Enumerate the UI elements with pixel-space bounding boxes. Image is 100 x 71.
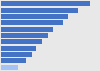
Bar (1, 33, 48, 38)
Bar (1, 65, 18, 70)
Bar (1, 46, 36, 51)
Bar (1, 52, 32, 57)
Bar (1, 20, 63, 25)
Bar (1, 1, 90, 6)
Bar (1, 27, 53, 32)
Bar (1, 14, 68, 19)
Bar (1, 39, 42, 44)
Bar (1, 8, 78, 13)
Bar (1, 58, 26, 63)
